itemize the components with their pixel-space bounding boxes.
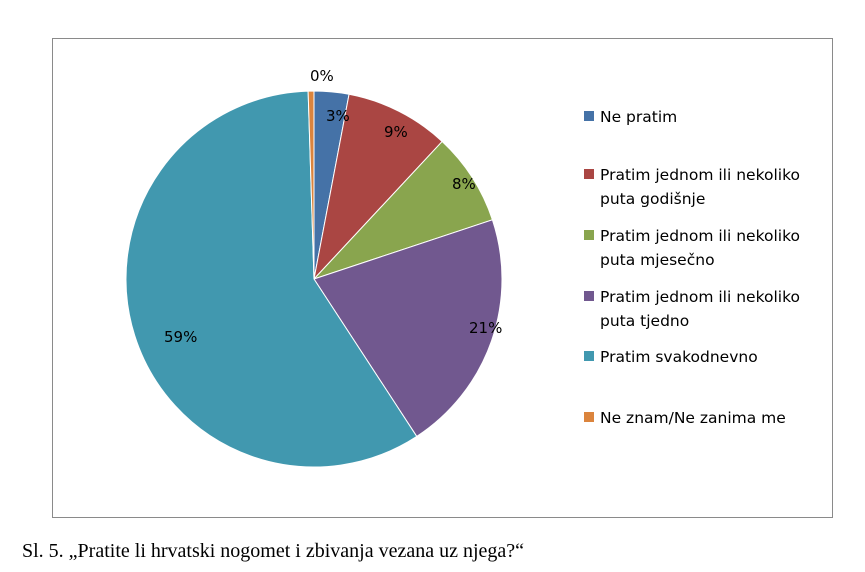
- legend-label: Pratim jednom ili nekoliko puta tjedno: [600, 288, 801, 330]
- legend-swatch: [584, 291, 594, 301]
- legend-label: Pratim svakodnevno: [600, 348, 758, 366]
- legend-swatch: [584, 169, 594, 179]
- data-label-5: 59%: [164, 328, 197, 346]
- legend-swatch: [584, 230, 594, 240]
- legend-label: Pratim jednom ili nekoliko puta mjesečno: [600, 227, 801, 269]
- legend-item-tjedno: Pratim jednom ili nekoliko puta tjedno: [584, 285, 820, 333]
- figure-caption: Sl. 5. „Pratite li hrvatski nogomet i zb…: [22, 540, 525, 562]
- pie-slice-5: [125, 90, 418, 468]
- legend-label: Pratim jednom ili nekoliko puta godišnje: [600, 166, 801, 208]
- legend-swatch: [584, 111, 594, 121]
- legend-label: Ne znam/Ne zanima me: [600, 409, 786, 427]
- data-label-4: 21%: [469, 319, 502, 337]
- pie-slice-3: [313, 140, 494, 280]
- data-label-6: 0%: [310, 67, 334, 85]
- legend-item-ne-pratim: Ne pratim: [584, 105, 820, 129]
- legend-label: Ne pratim: [600, 108, 678, 126]
- pie-chart: 3% 9% 8% 21% 59% 0%: [125, 67, 503, 468]
- pie-slice-2: [313, 93, 443, 281]
- legend-item-svakodnevno: Pratim svakodnevno: [584, 345, 820, 369]
- data-label-1: 3%: [326, 107, 350, 125]
- legend-swatch: [584, 351, 594, 361]
- chart-frame: 3% 9% 8% 21% 59% 0% Ne pratim Pratim jednom i…: [52, 38, 833, 518]
- pie-slice-4: [313, 219, 503, 438]
- data-label-3: 8%: [452, 175, 476, 193]
- legend-item-mjesecno: Pratim jednom ili nekoliko puta mjesečno: [584, 224, 820, 272]
- data-label-2: 9%: [384, 123, 408, 141]
- legend-item-ne-znam: Ne znam/Ne zanima me: [584, 406, 820, 430]
- pie-slice-6: [307, 90, 315, 280]
- legend-swatch: [584, 412, 594, 422]
- legend-item-godisnje: Pratim jednom ili nekoliko puta godišnje: [584, 163, 820, 211]
